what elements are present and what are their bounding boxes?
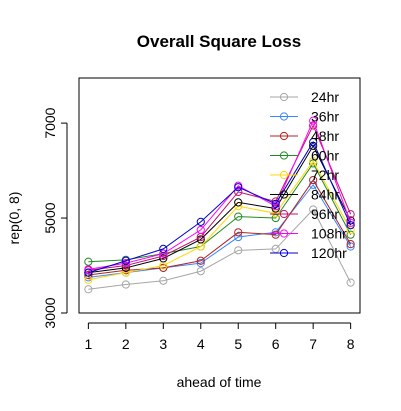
legend-marker [279, 190, 289, 199]
data-point [346, 218, 355, 227]
data-point [196, 217, 205, 226]
y-tick-label: 3000 [42, 297, 58, 328]
x-tick-label: 4 [197, 336, 205, 352]
series-line [88, 160, 352, 281]
legend-marker [279, 151, 289, 160]
data-point [121, 259, 130, 268]
legend-label: 96hr [311, 206, 339, 222]
data-point [196, 259, 205, 268]
data-point [159, 249, 168, 258]
x-tick-label: 7 [309, 336, 317, 352]
data-point [234, 187, 243, 197]
legend-label: 108hr [311, 226, 347, 242]
data-point [84, 268, 93, 277]
data-point [309, 205, 318, 214]
data-point [121, 280, 130, 289]
legend-marker [279, 170, 289, 180]
data-point [196, 225, 205, 235]
legend-marker [279, 248, 289, 258]
legend-label: 120hr [311, 245, 347, 261]
chart-title: Overall Square Loss [137, 32, 301, 51]
series-line [88, 179, 352, 276]
data-point [309, 159, 318, 168]
x-tick-label: 5 [234, 336, 242, 352]
legend-marker [279, 229, 289, 238]
data-point [346, 242, 355, 251]
data-point [234, 198, 243, 207]
data-point [271, 202, 280, 211]
x-tick-label: 3 [159, 336, 167, 352]
data-point [309, 156, 318, 166]
x-tick-label: 1 [84, 336, 92, 352]
plot-frame [78, 77, 361, 314]
data-point [121, 256, 130, 265]
y-tick-label: 7000 [42, 107, 58, 138]
x-tick-label: 6 [272, 336, 280, 352]
data-point [159, 244, 168, 254]
data-point [271, 228, 280, 237]
series-line [88, 144, 352, 274]
data-point [84, 265, 93, 274]
data-point [234, 232, 243, 242]
data-point [271, 199, 280, 208]
y-tick-label: 5000 [42, 202, 58, 233]
y-axis-label: rep(0, 8) [6, 192, 22, 245]
series-line [88, 141, 352, 274]
legend-marker [279, 209, 289, 219]
legend-label: 36hr [311, 109, 339, 125]
x-tick-label: 8 [347, 336, 355, 352]
data-point [196, 267, 205, 276]
legend-label: 72hr [311, 167, 339, 183]
data-point [159, 254, 168, 263]
legend-label: 60hr [311, 148, 339, 164]
legend-marker [279, 131, 289, 141]
data-point [346, 221, 355, 230]
data-point [271, 230, 280, 239]
legend-label: 84hr [311, 187, 339, 203]
data-point [346, 230, 355, 239]
data-point [309, 116, 318, 125]
data-point [159, 276, 168, 285]
data-point [196, 256, 205, 265]
data-point [346, 240, 355, 249]
x-tick-label: 2 [122, 336, 130, 352]
data-point [234, 212, 243, 221]
series-line [88, 119, 352, 270]
data-point [234, 183, 243, 192]
series-line [88, 124, 352, 271]
data-point [159, 263, 168, 272]
legend-marker [279, 92, 289, 102]
data-point [84, 285, 93, 294]
plot-area: 1 2 3 4 5 6 7 8 3000 5000 7000 24hr 36hr 48hr 60hr 72hr… [42, 77, 361, 352]
data-point [346, 278, 355, 287]
data-point [121, 261, 130, 270]
legend-label: 48hr [311, 128, 339, 144]
data-point [309, 175, 318, 185]
legend-marker [279, 112, 289, 121]
data-point [234, 246, 243, 255]
data-point [84, 270, 93, 280]
legend-label: 24hr [311, 89, 339, 105]
series-line [88, 208, 352, 290]
data-point [309, 137, 318, 147]
x-axis-label: ahead of time [177, 374, 262, 390]
data-point [234, 228, 243, 237]
